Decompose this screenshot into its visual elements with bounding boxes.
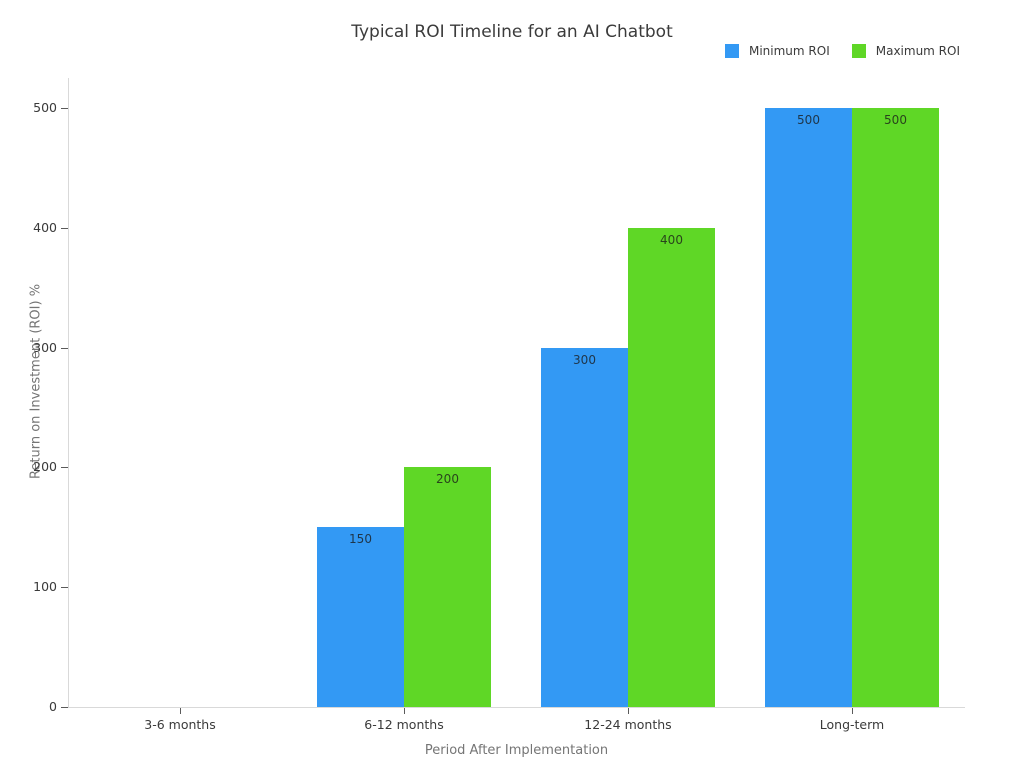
x-axis-tick	[404, 708, 405, 714]
legend-swatch-maximum-roi-icon	[851, 44, 866, 58]
y-axis-tick	[61, 467, 68, 469]
y-axis-tick	[61, 227, 68, 229]
bar-maximum-roi-12-24-months[interactable]	[628, 227, 715, 707]
x-axis-tick-label: 3-6 months	[144, 717, 216, 732]
x-axis-tick-label: Long-term	[819, 717, 885, 732]
y-axis-tick-label: 500	[33, 100, 57, 115]
y-axis-tick-label: 300	[33, 339, 57, 355]
legend-label-minimum-roi: Minimum ROI	[748, 44, 830, 58]
bar-maximum-roi-long-term[interactable]	[852, 108, 939, 707]
bar-minimum-roi-long-term[interactable]	[765, 108, 852, 707]
x-axis-title: Period After Implementation	[424, 743, 609, 758]
y-axis-tick	[61, 347, 68, 349]
y-axis-line	[68, 78, 69, 707]
y-axis-tick	[61, 587, 68, 589]
x-axis-tick-label: 6-12 months	[364, 717, 444, 732]
y-axis-tick	[61, 108, 68, 109]
legend-item-maximum-roi[interactable]: Maximum ROI	[851, 44, 960, 58]
y-axis-title: Return on Investment (ROI) %	[28, 283, 44, 480]
y-axis-tick-label: 200	[33, 459, 57, 475]
legend: Minimum ROI Maximum ROI	[724, 44, 960, 58]
y-axis-tick	[61, 707, 68, 708]
x-axis-line	[68, 707, 965, 708]
x-axis-tick	[852, 708, 853, 714]
bar-maximum-roi-6-12-months[interactable]	[404, 467, 491, 707]
x-axis-tick	[628, 708, 629, 714]
bar-minimum-roi-6-12-months[interactable]	[317, 527, 404, 707]
y-axis-tick-label: 400	[33, 219, 57, 235]
legend-label-maximum-roi: Maximum ROI	[875, 44, 960, 58]
y-axis-tick-label: 0	[49, 699, 57, 714]
legend-item-minimum-roi[interactable]: Minimum ROI	[724, 44, 830, 58]
x-axis-tick-label: 12-24 months	[584, 717, 672, 732]
x-axis-tick	[180, 708, 181, 714]
legend-swatch-minimum-roi-icon	[724, 44, 739, 58]
chart-title: Typical ROI Timeline for an AI Chatbot	[351, 22, 673, 42]
y-axis-tick-label: 100	[33, 579, 57, 595]
bar-minimum-roi-12-24-months[interactable]	[541, 347, 628, 707]
